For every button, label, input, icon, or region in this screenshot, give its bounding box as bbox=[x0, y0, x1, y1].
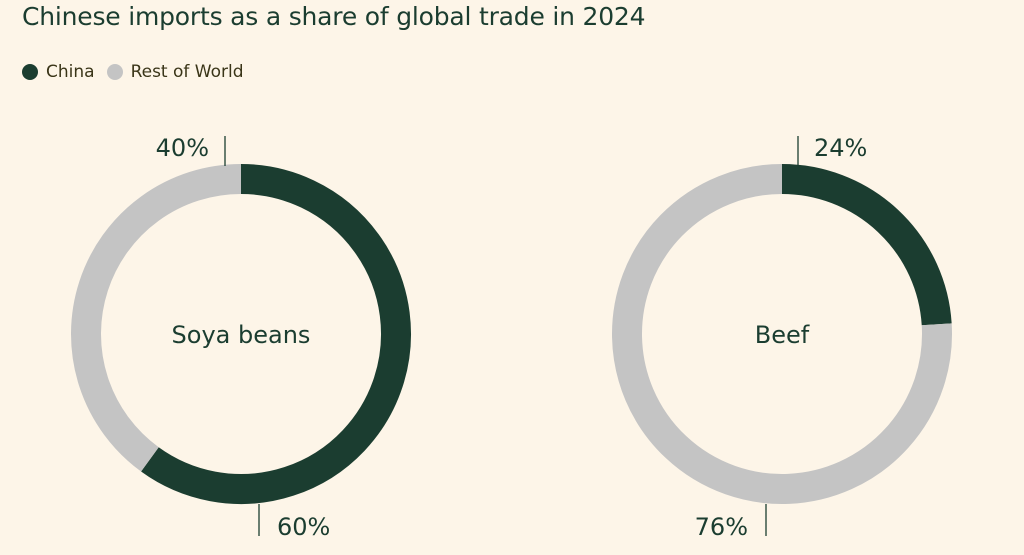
donut-chart-soya-beans: Soya beans 40% 60% bbox=[71, 134, 411, 541]
donut-center-label: Soya beans bbox=[172, 321, 311, 349]
legend-label-china: China bbox=[46, 62, 95, 82]
data-label-china: 60% bbox=[277, 513, 330, 541]
legend-label-rest-of-world: Rest of World bbox=[130, 62, 244, 82]
donut-center-label: Beef bbox=[755, 321, 810, 349]
legend-swatch-china bbox=[22, 64, 38, 80]
donut-chart-beef: Beef 24% 76% bbox=[612, 134, 952, 541]
data-label-china: 24% bbox=[814, 134, 867, 162]
data-label-rest-of-world: 40% bbox=[156, 134, 209, 162]
slice-rest-of-world-beef bbox=[612, 164, 952, 504]
legend: China Rest of World bbox=[22, 62, 244, 82]
chart-title: Chinese imports as a share of global tra… bbox=[22, 2, 646, 31]
legend-swatch-rest-of-world bbox=[106, 64, 123, 80]
slice-rest-of-world-soya-beans bbox=[71, 164, 242, 472]
slice-china-soya-beans bbox=[141, 164, 411, 504]
legend-item-rest-of-world: Rest of World bbox=[106, 62, 244, 82]
data-label-rest-of-world: 76% bbox=[695, 513, 748, 541]
legend-item-china: China bbox=[22, 62, 95, 82]
slice-china-beef bbox=[781, 164, 952, 326]
